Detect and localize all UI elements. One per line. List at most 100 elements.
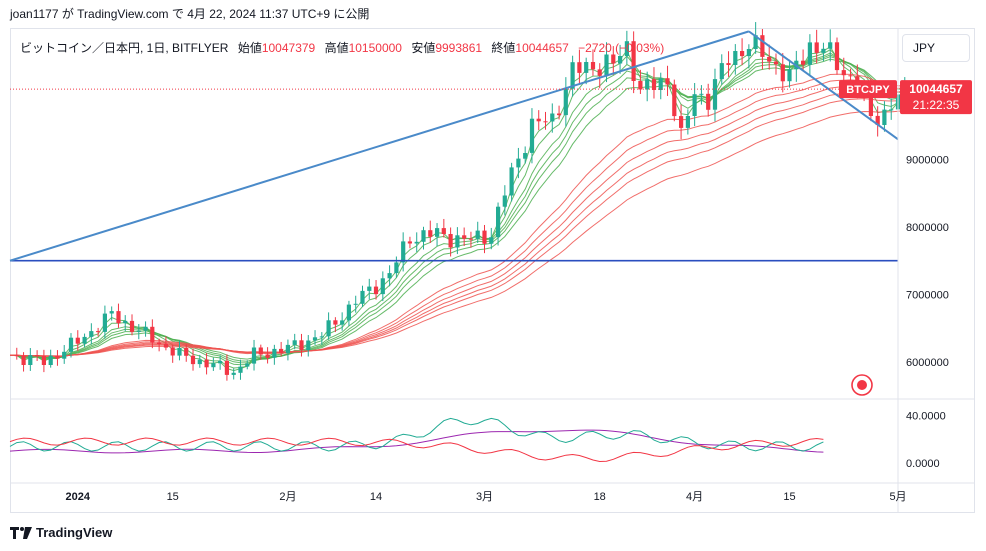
candle [21, 352, 26, 372]
candle [807, 34, 812, 77]
candle [272, 344, 277, 365]
candle [563, 77, 568, 127]
candle [285, 339, 290, 361]
time-tick-label: 4月 [686, 491, 703, 503]
candle [550, 103, 555, 133]
candle [136, 324, 141, 340]
ma-line [9, 52, 905, 366]
time-tick-label: 2024 [66, 491, 91, 503]
time-tick-label: 15 [167, 491, 179, 503]
price-tag-symbol: BTCJPY [846, 84, 890, 96]
record-icon[interactable] [851, 374, 873, 396]
candle [197, 354, 202, 368]
drawings [9, 30, 899, 262]
close-label: 終値 [491, 41, 516, 55]
candle [150, 319, 155, 349]
candle [401, 232, 406, 272]
candle [14, 347, 19, 360]
price-tag: BTCJPY 10044657 21:22:35 [839, 80, 972, 115]
price-tick-label: 8000000 [906, 222, 949, 234]
ma-line [10, 73, 905, 358]
candles [14, 22, 907, 381]
candle [624, 30, 629, 65]
candle [889, 98, 894, 120]
publish-header: joan1177 が TradingView.com で 4月 22, 2024… [0, 0, 986, 26]
candle [319, 332, 324, 345]
candle [529, 108, 535, 164]
candle [245, 360, 250, 370]
oscillator-axis: 40.0000 0.0000 [906, 410, 946, 470]
price-tick-label: 6000000 [906, 357, 949, 369]
candle [570, 55, 575, 97]
ma-line [10, 91, 905, 357]
candle [414, 232, 419, 252]
candle [184, 344, 189, 362]
time-tick-label: 18 [594, 491, 606, 503]
candle [482, 224, 487, 254]
candle [543, 111, 548, 130]
candle [170, 344, 175, 363]
low-label: 安値 [411, 41, 436, 55]
publish-line: joan1177 が TradingView.com で 4月 22, 2024… [10, 7, 370, 21]
open-value: 10047379 [261, 41, 316, 55]
candle [190, 348, 196, 371]
candle [346, 300, 351, 327]
candle [509, 162, 514, 202]
candle [679, 104, 684, 140]
candle [455, 227, 460, 255]
ma-line [9, 49, 906, 369]
candle [251, 339, 257, 371]
candle [157, 338, 162, 352]
candle [68, 333, 74, 358]
candle [658, 72, 663, 100]
candle [638, 69, 643, 94]
candle [340, 312, 345, 331]
candle [62, 345, 67, 364]
candle [468, 231, 473, 248]
candle [326, 312, 331, 340]
candle [231, 368, 236, 380]
ma-line [10, 85, 905, 357]
candle [55, 350, 60, 366]
candle [746, 44, 751, 69]
currency-button[interactable]: JPY [902, 34, 970, 62]
time-tick-label: 2月 [279, 491, 296, 503]
oscillator-line [9, 429, 824, 454]
ohlc-legend: ビットコイン／日本円, 1日, BITFLYER 始値10047379 高値10… [20, 39, 664, 56]
candle [109, 306, 114, 321]
candle [665, 65, 670, 96]
price-tick-label: 9000000 [906, 155, 949, 167]
candle [177, 340, 182, 361]
close-value: 10044657 [515, 41, 569, 55]
ma-line [9, 54, 905, 364]
ma-line [9, 56, 905, 362]
candle [685, 109, 690, 135]
candle [760, 29, 765, 70]
candle [882, 101, 887, 132]
candle [557, 105, 562, 120]
candle [353, 295, 358, 313]
candle [462, 227, 467, 246]
candle [767, 44, 772, 70]
candle [787, 59, 792, 88]
candle [496, 202, 501, 246]
candle [367, 278, 372, 300]
symbol-label[interactable]: ビットコイン／日本円, 1日, BITFLYER [20, 41, 229, 55]
candle [753, 22, 758, 54]
oscillator-tick-label: 0.0000 [906, 458, 940, 470]
candle [123, 315, 128, 332]
high-label: 高値 [324, 41, 349, 55]
candle [41, 349, 46, 373]
candle [801, 49, 806, 72]
candle [692, 82, 697, 127]
candle [448, 227, 453, 257]
candle [428, 220, 433, 243]
candle [719, 54, 724, 85]
candle [645, 71, 650, 102]
candle [224, 354, 229, 381]
price-tick-label: 7000000 [906, 289, 949, 301]
candle [780, 53, 785, 93]
trendline [748, 30, 899, 141]
candle [204, 353, 209, 375]
